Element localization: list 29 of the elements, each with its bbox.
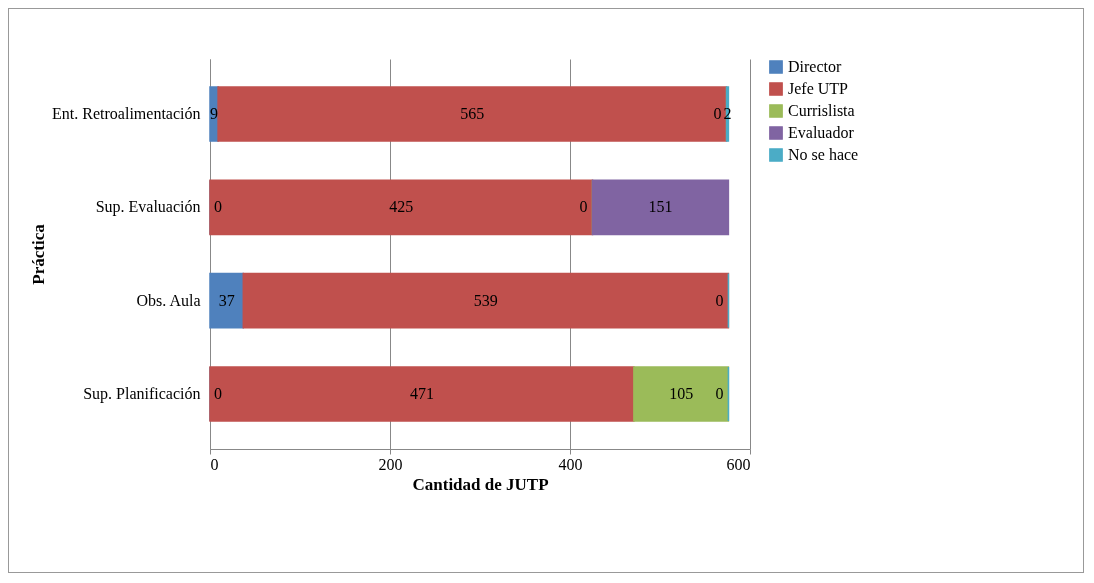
x-tick-label: 400 xyxy=(558,455,583,473)
data-label: 471 xyxy=(409,384,434,402)
data-label: 37 xyxy=(218,291,235,309)
legend-label: Jefe UTP xyxy=(788,80,849,97)
data-label: 9 xyxy=(210,105,219,123)
y-axis-title: Práctica xyxy=(29,223,49,285)
data-label: 0 xyxy=(579,198,588,216)
x-tick-label: 0 xyxy=(210,455,219,473)
data-label: 0 xyxy=(715,291,724,309)
legend-label: No se hace xyxy=(788,146,859,163)
y-tick-label: Ent. Retroalimentación xyxy=(52,105,201,123)
data-label: 539 xyxy=(473,291,498,309)
data-label: 565 xyxy=(460,105,485,123)
legend-label: Evaluador xyxy=(788,124,855,141)
data-label: 425 xyxy=(389,198,414,216)
y-tick-label: Sup. Evaluación xyxy=(95,198,201,217)
data-label: 0 xyxy=(214,384,222,402)
data-label: 0 xyxy=(214,198,222,216)
x-axis-title: Cantidad de JUTP xyxy=(412,474,549,494)
data-label: 0 xyxy=(715,384,724,402)
x-tick-label: 200 xyxy=(378,455,403,473)
data-label: 0 xyxy=(713,105,722,123)
y-tick-label: Sup. Planificación xyxy=(83,384,201,403)
y-tick-label: Obs. Aula xyxy=(136,291,201,309)
data-label: 105 xyxy=(669,384,694,402)
data-label: 151 xyxy=(648,198,673,216)
legend-label: Director xyxy=(788,58,842,75)
x-tick-label: 600 xyxy=(726,455,751,473)
legend-label: Currislista xyxy=(788,102,855,119)
